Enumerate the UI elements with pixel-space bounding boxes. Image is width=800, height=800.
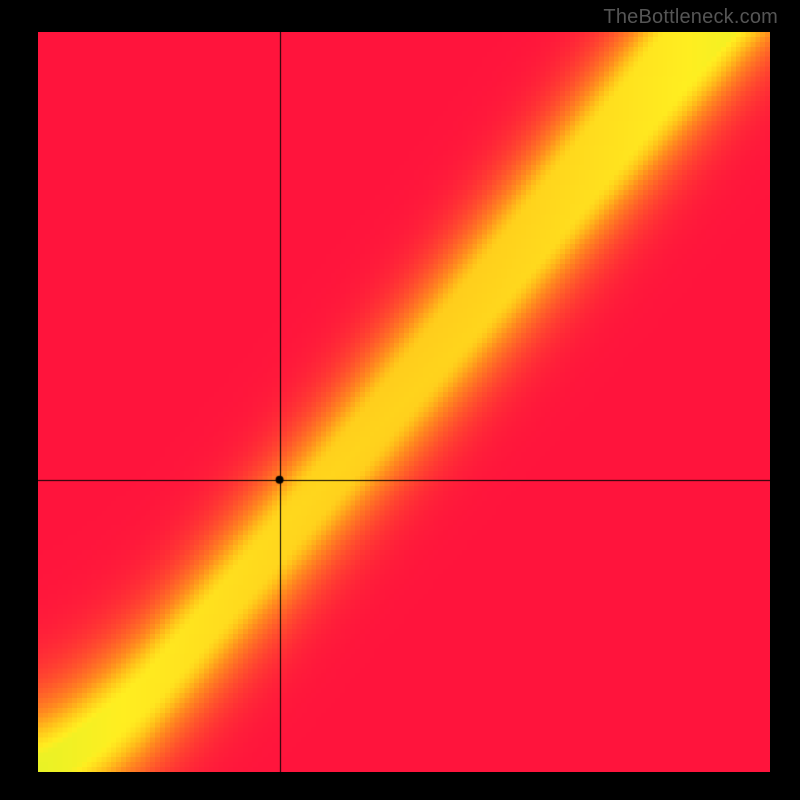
overlay-canvas <box>38 32 770 772</box>
watermark-text: TheBottleneck.com <box>603 6 778 29</box>
chart-container: TheBottleneck.com <box>0 0 800 800</box>
